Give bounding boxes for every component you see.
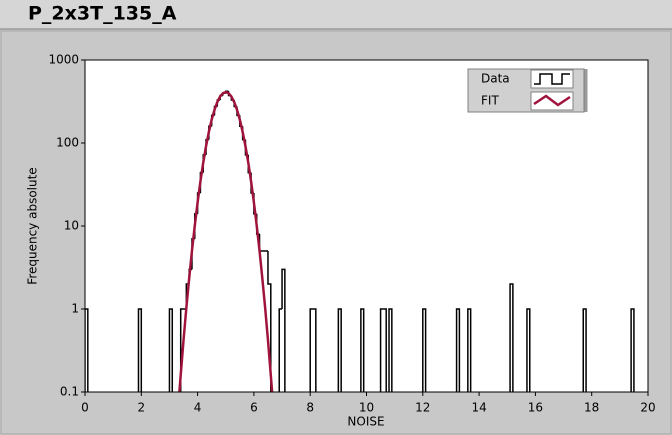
legend-label: FIT: [481, 94, 499, 108]
x-tick-label: 8: [306, 401, 314, 415]
y-tick-label: 0.1: [60, 385, 79, 399]
histogram-bin: [137, 308, 143, 392]
histogram-bin: [526, 308, 531, 392]
histogram-bin: [630, 308, 635, 392]
x-tick-label: 0: [81, 401, 89, 415]
plot-area: [85, 60, 648, 392]
histogram-bin: [582, 308, 587, 392]
chart-title: P_2x3T_135_A: [28, 3, 177, 25]
title-bar: [0, 0, 672, 29]
histogram-bin: [281, 268, 286, 392]
histogram-bin: [509, 283, 514, 392]
x-tick-label: 18: [584, 401, 599, 415]
histogram-bin: [467, 308, 472, 392]
x-tick-label: 20: [640, 401, 655, 415]
histogram-bin: [267, 250, 272, 392]
x-tick-label: 16: [528, 401, 543, 415]
legend-label: Data: [481, 72, 510, 86]
legend-swatch: [534, 73, 570, 85]
histogram-bin: [379, 308, 384, 392]
y-tick-label: 100: [56, 136, 79, 150]
y-tick-label: 1000: [48, 53, 79, 67]
x-tick-label: 6: [250, 401, 258, 415]
y-tick-label: 1: [71, 302, 79, 316]
fit-line: [178, 90, 274, 392]
histogram-bin: [383, 308, 387, 392]
x-tick-label: 14: [471, 401, 486, 415]
histogram-bin: [278, 308, 283, 392]
x-tick-label: 12: [415, 401, 430, 415]
histogram-bin: [422, 308, 427, 392]
x-tick-label: 4: [194, 401, 202, 415]
plot-marks: [85, 90, 635, 392]
x-axis-label: NOISE: [347, 415, 384, 429]
histogram-bin: [168, 308, 174, 392]
y-tick-label: 10: [64, 219, 79, 233]
legend-swatch: [533, 94, 571, 107]
histogram-bin: [337, 308, 342, 392]
histogram-bin: [85, 308, 89, 392]
histogram-bin: [360, 308, 365, 392]
x-tick-label: 10: [359, 401, 374, 415]
histogram-bin: [455, 308, 461, 392]
x-tick-label: 2: [137, 401, 145, 415]
y-axis-label: Frequency absolute: [26, 167, 40, 284]
histogram-bin: [388, 308, 393, 392]
histogram-bin: [313, 308, 317, 392]
plot-frame: [84, 59, 649, 393]
histogram-bin: [309, 308, 314, 392]
